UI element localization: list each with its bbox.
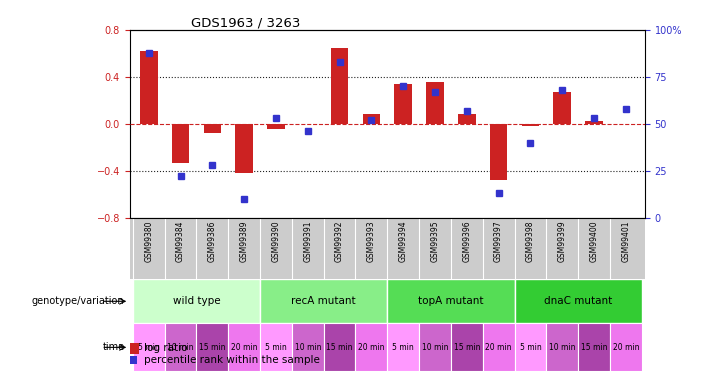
Bar [172,124,189,162]
Bar [203,124,221,133]
Text: 5 min: 5 min [138,343,160,352]
Bar [610,324,641,371]
Bar [260,324,292,371]
Text: GSM99395: GSM99395 [430,221,440,262]
Text: GSM99389: GSM99389 [240,221,249,262]
Bar [458,114,475,124]
Bar [196,324,229,371]
Text: dnaC mutant: dnaC mutant [544,296,612,306]
Text: 15 min: 15 min [454,343,480,352]
Bar [515,279,641,324]
Bar [267,124,285,129]
Bar [292,324,324,371]
Text: 10 min: 10 min [294,343,321,352]
Text: GSM99390: GSM99390 [271,221,280,262]
Text: GSM99386: GSM99386 [208,221,217,262]
Text: log ratio: log ratio [144,343,187,352]
Text: 15 min: 15 min [327,343,353,352]
Text: 10 min: 10 min [549,343,576,352]
Text: percentile rank within the sample: percentile rank within the sample [144,355,320,365]
Bar [355,324,388,371]
Text: 20 min: 20 min [231,343,257,352]
Text: GSM99394: GSM99394 [399,221,408,262]
Text: topA mutant: topA mutant [418,296,484,306]
Text: 20 min: 20 min [485,343,512,352]
Text: genotype/variation: genotype/variation [32,296,125,306]
Bar [426,82,444,124]
Bar [324,324,355,371]
Text: recA mutant: recA mutant [292,296,356,306]
Bar [236,124,253,173]
Bar [515,324,546,371]
Text: 20 min: 20 min [358,343,385,352]
Bar [451,324,483,371]
Text: GSM99384: GSM99384 [176,221,185,262]
Bar [140,51,158,124]
Bar [388,279,515,324]
Text: 15 min: 15 min [199,343,226,352]
Bar [229,324,260,371]
Bar [483,324,515,371]
Text: GSM99397: GSM99397 [494,221,503,262]
Text: 15 min: 15 min [581,343,607,352]
Bar [490,124,508,180]
Bar [522,124,539,126]
Text: GSM99400: GSM99400 [590,221,599,262]
Text: GSM99392: GSM99392 [335,221,344,262]
Text: 5 min: 5 min [393,343,414,352]
Bar [419,324,451,371]
Bar [165,324,196,371]
Bar [133,279,260,324]
Bar [260,279,387,324]
Bar [362,114,380,124]
Text: 5 min: 5 min [519,343,541,352]
Text: 5 min: 5 min [265,343,287,352]
Text: GSM99391: GSM99391 [304,221,312,262]
Bar [578,324,610,371]
Bar [388,324,419,371]
Text: 10 min: 10 min [168,343,193,352]
Bar [546,324,578,371]
Text: GSM99401: GSM99401 [621,221,630,262]
Text: GSM99398: GSM99398 [526,221,535,262]
Text: 10 min: 10 min [422,343,448,352]
Bar [133,324,165,371]
Text: GSM99399: GSM99399 [558,221,566,262]
Bar [395,84,412,124]
Text: GSM99380: GSM99380 [144,221,154,262]
Text: 20 min: 20 min [613,343,639,352]
Bar [554,92,571,124]
Text: GDS1963 / 3263: GDS1963 / 3263 [191,17,300,30]
Text: GSM99396: GSM99396 [463,221,471,262]
Bar [331,48,348,124]
Text: GSM99393: GSM99393 [367,221,376,262]
Text: wild type: wild type [172,296,220,306]
Bar [585,122,603,124]
Text: time: time [102,342,125,352]
